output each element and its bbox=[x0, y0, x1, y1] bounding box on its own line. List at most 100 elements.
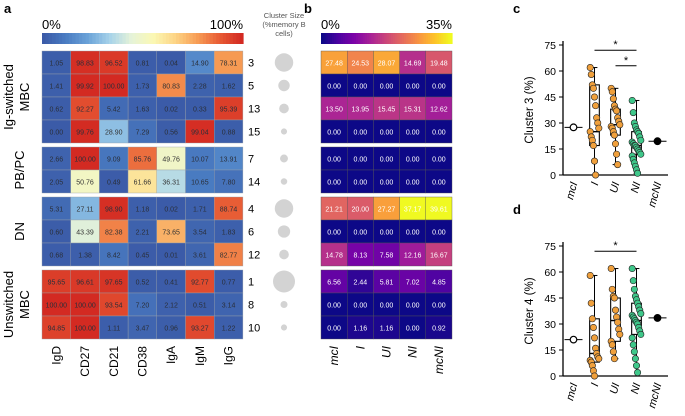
x-tick-label: UI bbox=[608, 181, 622, 195]
colorbar-a-segment bbox=[192, 33, 197, 44]
colorbar-a-segment bbox=[58, 33, 63, 44]
cluster-size-dot bbox=[280, 324, 288, 331]
colorbar-b-min-label: 0% bbox=[321, 17, 340, 32]
data-point bbox=[616, 330, 624, 338]
data-point bbox=[630, 285, 638, 293]
heatmap-b-cell-value: 27.48 bbox=[325, 61, 343, 68]
heatmap-a-cell-value: 1.41 bbox=[50, 84, 64, 91]
heatmap-a-cell-value: 1.38 bbox=[78, 253, 92, 260]
data-point bbox=[586, 271, 594, 279]
heatmap-b-cell-value: 0.00 bbox=[432, 303, 446, 310]
colorbar-b bbox=[321, 33, 453, 44]
data-point bbox=[588, 315, 596, 323]
heatmap-b-column-label: I bbox=[353, 345, 367, 349]
colorbar-a-segment bbox=[199, 33, 204, 44]
colorbar-a-segment bbox=[109, 33, 113, 44]
data-point bbox=[637, 150, 645, 158]
panel-label-a: a bbox=[4, 1, 12, 16]
colorbar-a-segment bbox=[219, 33, 224, 44]
data-point bbox=[611, 140, 619, 148]
heatmap-a-cell-value: 3.61 bbox=[193, 253, 207, 260]
heatmap-a-cell-value: 100.00 bbox=[74, 326, 96, 333]
heatmap-b-cell-value: 20.00 bbox=[352, 207, 370, 214]
colorbar-a-segment bbox=[75, 33, 80, 44]
heatmap-b-cell bbox=[425, 169, 453, 194]
heatmap-a-cell-value: 0.88 bbox=[222, 130, 236, 137]
colorbar-b-segment bbox=[379, 33, 383, 44]
colorbar-b-segment bbox=[430, 33, 433, 44]
colorbar-a-segment bbox=[229, 33, 234, 44]
x-tick-label: I bbox=[589, 382, 601, 388]
heatmap-b-cell-value: 12.62 bbox=[430, 107, 448, 114]
heatmap-a-cell-value: 95.39 bbox=[220, 107, 238, 114]
heatmap-b-cell-value: 39.61 bbox=[430, 207, 448, 214]
colorbar-b-segment bbox=[360, 33, 364, 44]
colorbar-a-segment bbox=[88, 33, 93, 44]
cluster-size-dot bbox=[274, 199, 294, 218]
data-point bbox=[587, 299, 595, 307]
colorbar-b-segment bbox=[371, 33, 374, 44]
heatmap-b-cell-value: 28.07 bbox=[378, 61, 396, 68]
heatmap-a-cluster-id: 7 bbox=[248, 154, 254, 166]
heatmap-a-cluster-id: 14 bbox=[248, 177, 260, 189]
cluster-size-dot bbox=[278, 79, 290, 92]
y-axis-label: Cluster 4 (%) bbox=[524, 277, 536, 344]
colorbar-a-segment bbox=[239, 33, 244, 44]
heatmap-a-cell-value: 2.28 bbox=[193, 84, 207, 91]
colorbar-b-segment bbox=[449, 33, 453, 44]
heatmap-b-cell-value: 0.00 bbox=[380, 180, 394, 187]
heatmap-b-cell-value: 0.00 bbox=[406, 303, 420, 310]
heatmap-b-cell-value: 14.69 bbox=[404, 61, 422, 68]
heatmap-b-cell-value: 4.85 bbox=[432, 280, 446, 287]
heatmap-b-cell bbox=[425, 119, 453, 144]
data-point bbox=[637, 310, 645, 318]
colorbar-a-segment bbox=[48, 33, 53, 44]
colorbar-b-segment bbox=[441, 33, 444, 44]
data-point bbox=[610, 294, 618, 302]
heatmap-b-cell-value: 7.02 bbox=[406, 280, 420, 287]
heatmap-a-cell-value: 88.74 bbox=[220, 207, 238, 214]
heatmap-b-cell-value: 0.00 bbox=[327, 157, 341, 164]
data-point bbox=[608, 285, 616, 293]
cluster-size-dot bbox=[280, 178, 288, 185]
cluster-size-dot bbox=[280, 300, 288, 309]
heatmap-b-cell-value: 8.13 bbox=[353, 253, 367, 260]
heatmap-a-cell bbox=[213, 169, 244, 194]
heatmap-b-cell-value: 27.27 bbox=[378, 207, 396, 214]
heatmap-b-cell-value: 0.00 bbox=[406, 84, 420, 91]
y-tick-label: 30 bbox=[544, 319, 556, 331]
data-point bbox=[613, 150, 621, 158]
colorbar-b-segment bbox=[334, 33, 337, 44]
heatmap-a-cell-value: 50.76 bbox=[76, 180, 94, 187]
data-point bbox=[608, 341, 616, 349]
colorbar-b-segment bbox=[427, 33, 431, 44]
colorbar-b-segment bbox=[410, 33, 414, 44]
colorbar-a-segment bbox=[236, 33, 241, 44]
colorbar-b-segment bbox=[386, 33, 390, 44]
heatmap-b-cell-value: 13.50 bbox=[325, 107, 343, 114]
colorbar-b-segment bbox=[369, 33, 372, 44]
heatmap-b-cell-value: 1.16 bbox=[380, 326, 394, 333]
heatmap-a-cluster-id: 8 bbox=[248, 300, 254, 312]
heatmap-a-cell-value: 0.02 bbox=[164, 207, 178, 214]
heatmap-a-cell-value: 2.05 bbox=[50, 180, 64, 187]
cluster-size-dot bbox=[277, 225, 291, 238]
cluster-size-dot bbox=[280, 154, 288, 163]
x-tick-label: NI bbox=[629, 181, 643, 195]
colorbar-a-segment bbox=[129, 33, 134, 44]
data-point bbox=[632, 362, 640, 370]
colorbar-a-segment bbox=[62, 33, 67, 44]
colorbar-a-segment bbox=[68, 33, 73, 44]
heatmap-b-cell-value: 2.44 bbox=[353, 280, 367, 287]
heatmap-a-cell-value: 10.65 bbox=[191, 180, 209, 187]
heatmap-a-cell-value: 2.12 bbox=[164, 303, 178, 310]
heatmap-a-cell-value: 98.90 bbox=[105, 207, 123, 214]
heatmap-a-cell-value: 0.45 bbox=[136, 253, 150, 260]
colorbar-a-segment bbox=[206, 33, 211, 44]
colorbar-b-segment bbox=[438, 33, 442, 44]
data-point bbox=[589, 84, 597, 92]
heatmap-a-cell-value: 0.51 bbox=[193, 303, 207, 310]
heatmap-a-cell-value: 94.85 bbox=[48, 326, 66, 333]
single-point-marker bbox=[653, 137, 662, 146]
